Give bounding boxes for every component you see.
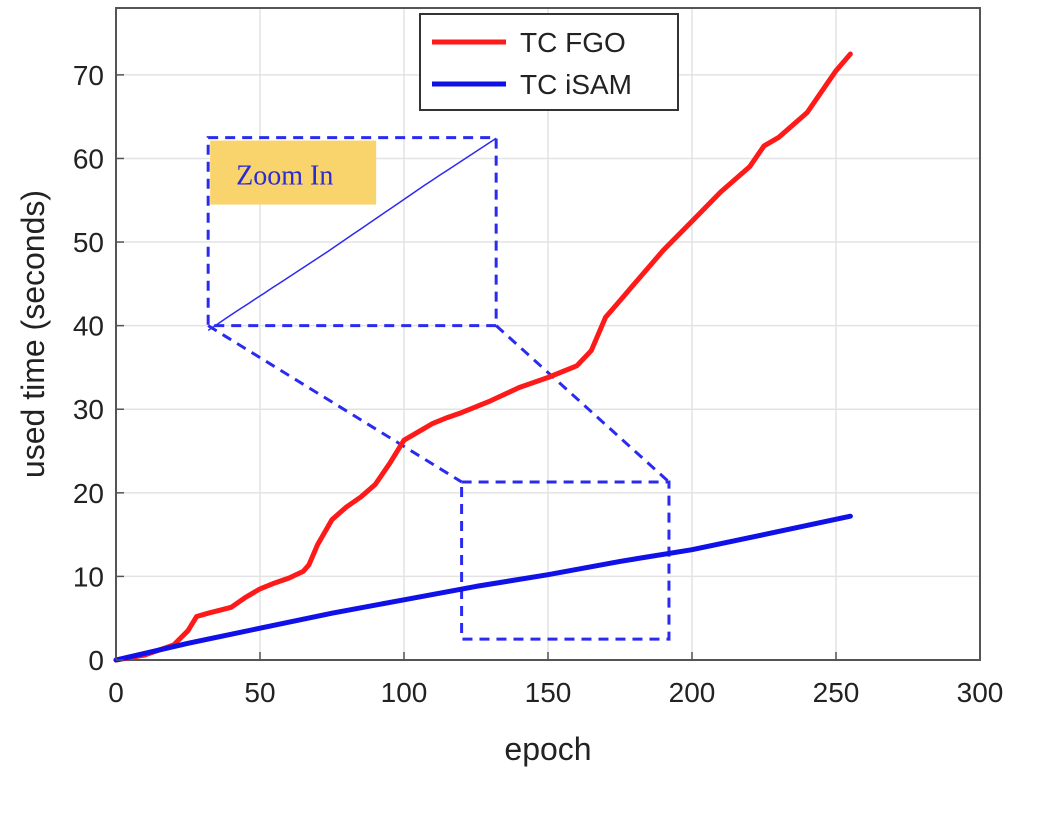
x-tick-label: 300 [957,677,1004,708]
x-tick-label: 250 [813,677,860,708]
legend: TC FGO TC iSAM [419,13,679,111]
zoom-inset-curve [207,137,497,332]
legend-label: TC iSAM [520,69,632,100]
x-tick-label: 50 [244,677,275,708]
y-tick-label: 10 [73,561,104,592]
y-axis-label: used time (seconds) [15,190,51,478]
legend-label: TC FGO [520,27,626,58]
x-tick-label: 200 [669,677,716,708]
y-tick-label: 50 [73,227,104,258]
series-line-tc-fgo [113,51,853,663]
zoom-source-box [460,480,671,641]
x-axis-label: epoch [504,731,591,767]
series-lines [113,51,853,663]
legend-box [419,13,679,111]
series-line-tc-isam [113,513,853,663]
x-tick-label: 0 [108,677,124,708]
y-tick-label: 20 [73,478,104,509]
zoom-annotation: Zoom In [206,136,671,641]
x-tick-label: 100 [381,677,428,708]
y-tick-label: 30 [73,394,104,425]
axis-ticks: 0 50 100 150 200 250 300 0 10 20 30 40 50 60 70 [73,60,1004,708]
zoom-connector [495,324,670,484]
zoom-inset-box [206,136,498,328]
y-tick-label: 60 [73,143,104,174]
x-tick-label: 150 [525,677,572,708]
zoom-label-background [210,140,377,205]
y-tick-label: 70 [73,60,104,91]
y-tick-label: 0 [88,645,104,676]
zoom-label: Zoom In [236,161,333,192]
y-tick-label: 40 [73,311,104,342]
grid [115,8,981,661]
